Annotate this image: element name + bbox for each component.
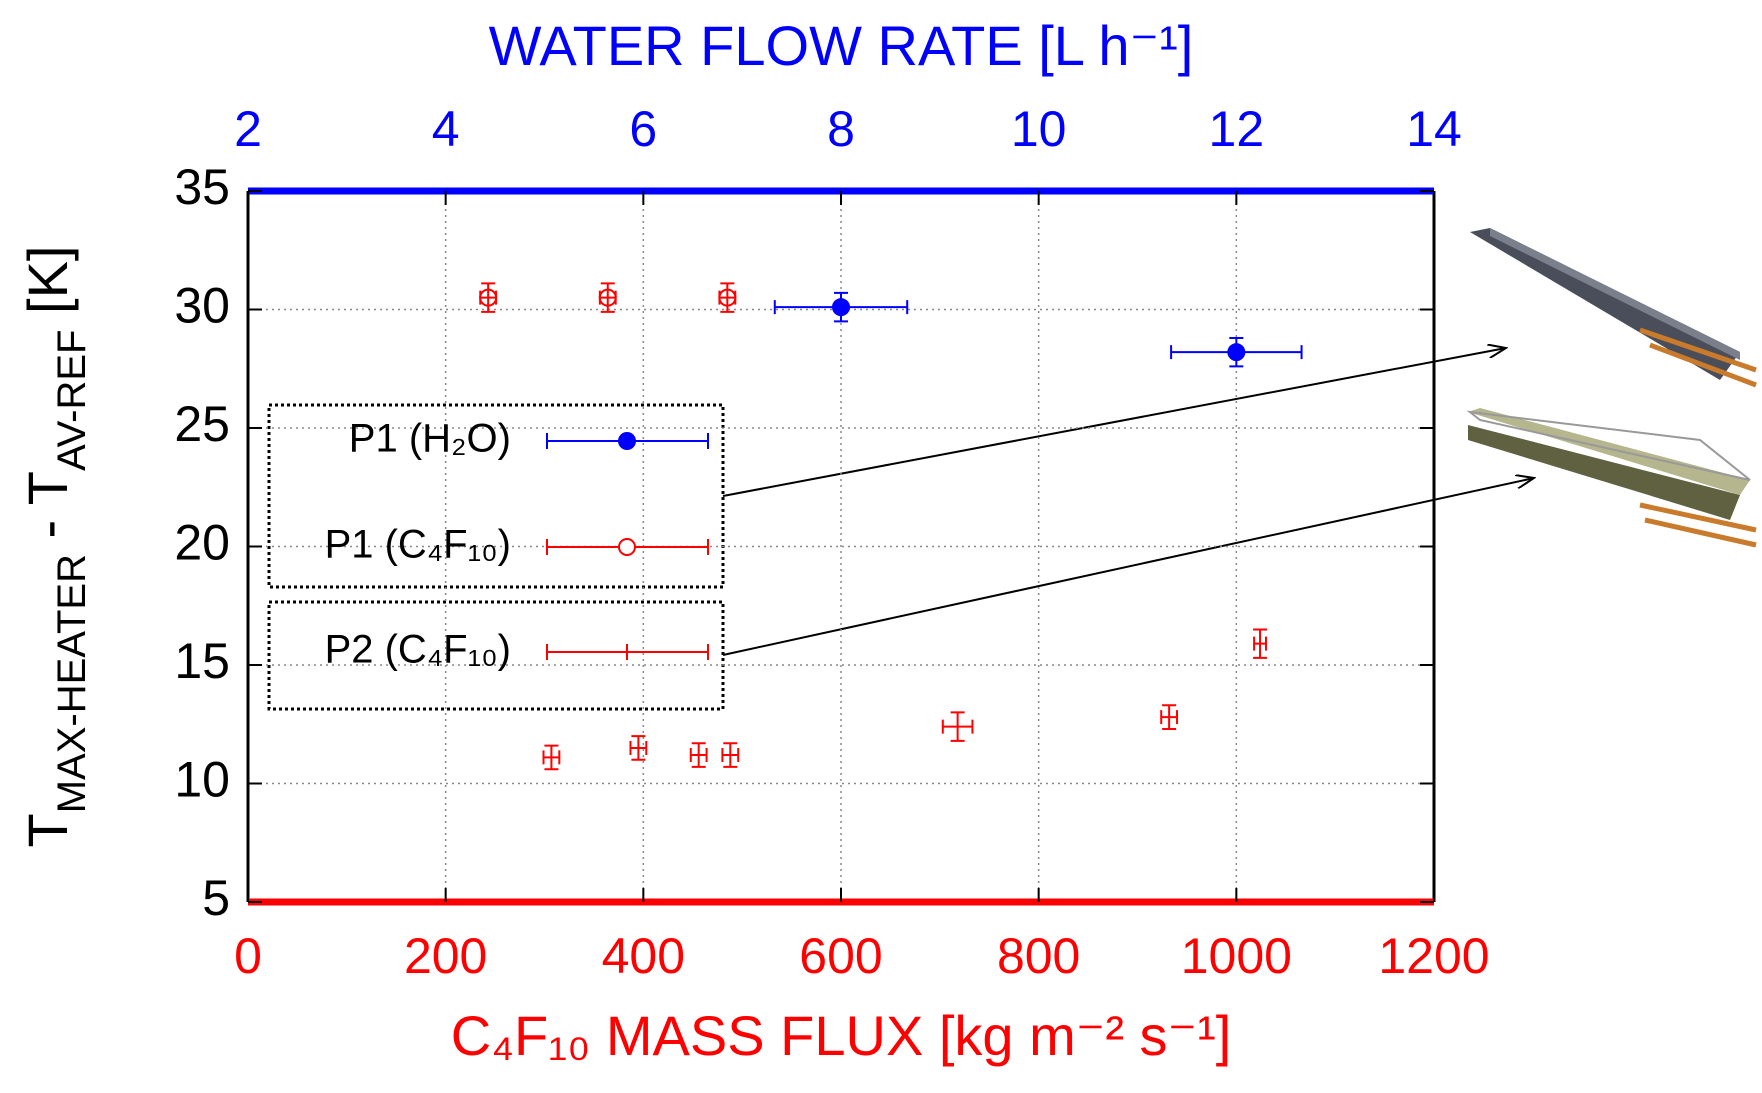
y-axis-label: TMAX-HEATER - TAV-REF [K] (16, 245, 94, 847)
y-axis-label-part: [K] (16, 245, 79, 329)
y-tick-label: 35 (174, 159, 230, 215)
chart: 5 10 15 20 25 30 35 0 200 400 600 800 1000 1200 2 4 6 8 10… (0, 0, 1762, 1088)
legend-marker (618, 432, 636, 450)
data-point (943, 712, 973, 740)
arrow (723, 478, 1534, 655)
marker (832, 298, 850, 316)
y-axis-label-part: MAX-HEATER (50, 554, 94, 813)
y-tick-label: 25 (174, 396, 230, 452)
data-point (722, 743, 738, 767)
x-tick-label: 1000 (1181, 928, 1292, 984)
x-tick-label: 600 (799, 928, 882, 984)
data-point (1161, 705, 1177, 729)
y-axis-label-part: T (16, 813, 79, 847)
x2-tick-label: 14 (1406, 101, 1462, 157)
x2-tick-label: 12 (1209, 101, 1265, 157)
beam-image (1470, 228, 1756, 385)
x-tick-label: 0 (234, 928, 262, 984)
legend-label: P1 (H₂O) (349, 417, 511, 461)
y-axis-label-part: - T (16, 471, 79, 554)
legend-sample (547, 644, 708, 660)
data-point (691, 743, 707, 767)
x-tick-label: 800 (997, 928, 1080, 984)
legend-label: P1 (C₄F₁₀) (325, 523, 511, 567)
x2-tick-label: 2 (234, 101, 262, 157)
beam-image (1468, 408, 1756, 545)
data-point (775, 293, 907, 321)
x2-tick-label: 6 (629, 101, 657, 157)
x-axis-label: C₄F₁₀ MASS FLUX [kg m⁻² s⁻¹] (451, 1004, 1232, 1067)
y-tick-label: 10 (174, 752, 230, 808)
x2-tick-label: 8 (827, 101, 855, 157)
data-point (719, 283, 735, 311)
y-tick-label: 15 (174, 633, 230, 689)
data-point (1253, 629, 1267, 657)
y-axis-label-part: AV-REF (50, 330, 94, 472)
x-tick-label: 400 (602, 928, 685, 984)
data-point (544, 746, 560, 770)
data-point (600, 283, 616, 311)
y-tick-label: 5 (202, 870, 230, 926)
y-tick-label: 30 (174, 278, 230, 334)
marker (1227, 343, 1245, 361)
legend-marker (619, 539, 635, 555)
x-tick-label: 200 (404, 928, 487, 984)
y-tick-label: 20 (174, 515, 230, 571)
data-point (1171, 338, 1301, 366)
x2-tick-label: 10 (1011, 101, 1067, 157)
x2-axis-label: WATER FLOW RATE [L h⁻¹] (489, 14, 1194, 77)
data-point (480, 283, 496, 311)
x-tick-label: 1200 (1378, 928, 1489, 984)
x2-tick-label: 4 (432, 101, 460, 157)
legend-label: P2 (C₄F₁₀) (325, 628, 511, 672)
